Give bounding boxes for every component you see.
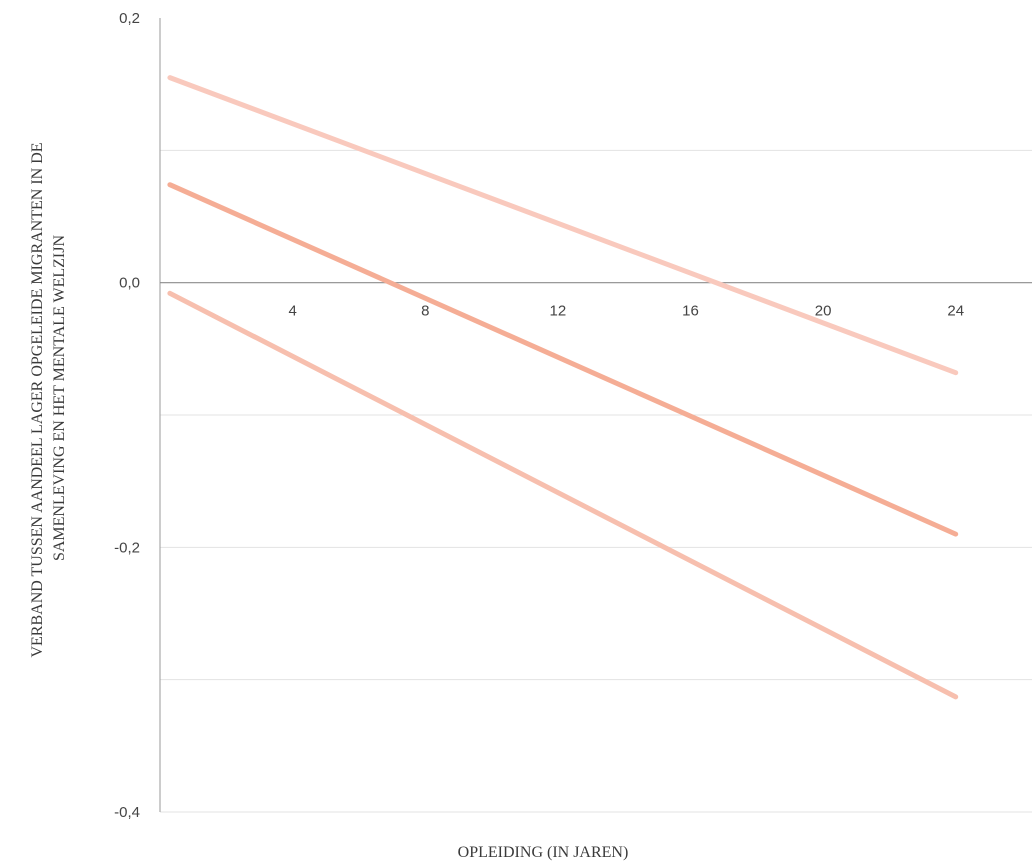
series-line-3 — [167, 290, 959, 700]
x-tick-label: 16 — [682, 303, 699, 320]
y-tick-label: -0,2 — [114, 539, 140, 556]
y-tick-label: 0,2 — [119, 10, 140, 27]
y-axis-title-line-1: VERBAND TUSSEN AANDEEL LAGER OPGELEIDE M… — [29, 142, 46, 657]
series-line-1 — [167, 75, 959, 376]
x-tick-label: 24 — [947, 303, 964, 320]
y-axis-title: VERBAND TUSSEN AANDEEL LAGER OPGELEIDE M… — [29, 138, 68, 657]
gridlines — [160, 149, 1032, 813]
x-tick-label: 20 — [815, 303, 832, 320]
series-line-2 — [167, 182, 959, 537]
x-tick-labels: 4 8 12 16 20 24 — [288, 303, 964, 320]
y-axis-title-line-2: SAMENLEVING EN HET MENTALE WELZIJN — [51, 235, 68, 562]
series-lines — [167, 75, 959, 700]
x-tick-label: 8 — [421, 303, 429, 320]
x-tick-label: 4 — [288, 303, 296, 320]
x-axis-title: OPLEIDING (IN JAREN) — [458, 844, 629, 861]
y-tick-label: -0,4 — [114, 804, 140, 821]
x-tick-label: 12 — [550, 303, 567, 320]
y-tick-labels: 0,2 0,0 -0,2 -0,4 — [114, 10, 140, 821]
y-tick-label: 0,0 — [119, 275, 140, 292]
